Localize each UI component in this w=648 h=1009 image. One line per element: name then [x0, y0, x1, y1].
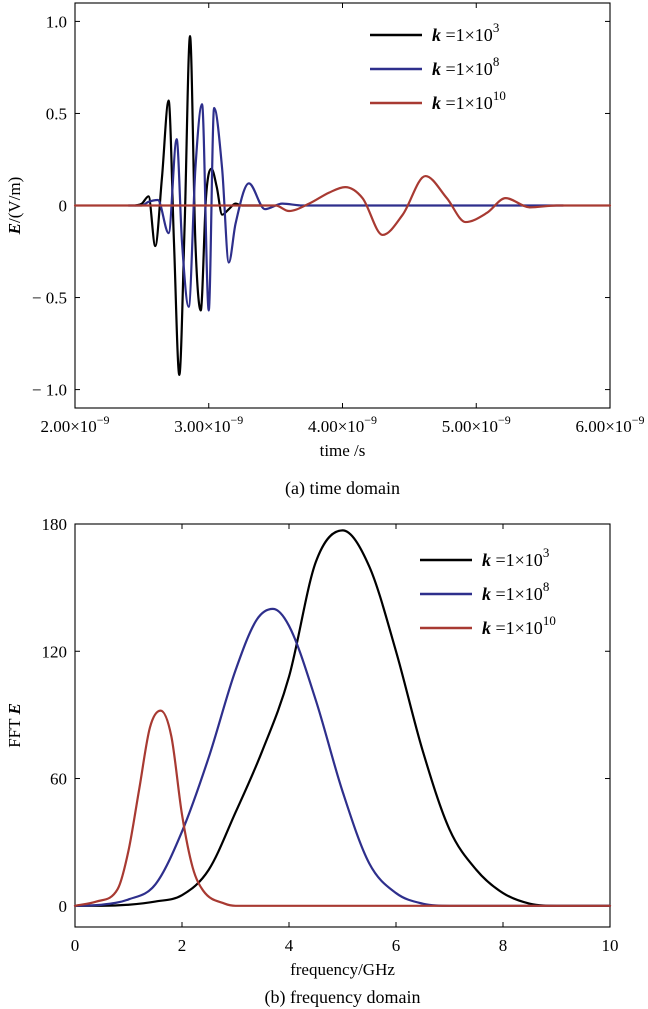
y-tick-label: − 0.5: [32, 289, 67, 308]
x-axis-label: frequency/GHz: [290, 960, 395, 979]
x-tick-label: 0: [71, 936, 80, 955]
legend-label-1: k =1×108: [482, 579, 549, 604]
y-tick-label: 180: [42, 515, 68, 534]
legend-label-0: k =1×103: [482, 545, 549, 570]
series-line-0: [134, 35, 264, 376]
x-tick-label: 2.00×10−9: [40, 413, 109, 436]
y-tick-label: 120: [42, 642, 68, 661]
time-domain-chart: 1.0 0.5 0 − 0.5 − 1.0 2.00×10−9 3.00×10−9 4.00×…: [5, 2, 645, 499]
legend-label-2: k =1×1010: [432, 88, 506, 113]
x-tick-label: 2: [178, 936, 187, 955]
x-tick-label: 4.00×10−9: [308, 413, 377, 436]
x-tick-label: 6.00×10−9: [575, 413, 644, 436]
x-tick-label: 10: [602, 936, 619, 955]
y-tick-label: 60: [50, 770, 67, 789]
y-tick-label: 0: [59, 897, 68, 916]
y-tick-label: 1.0: [46, 12, 67, 31]
series-line-0: [73, 529, 612, 907]
y-tick-label: 0: [59, 197, 68, 216]
x-tick-label: 8: [499, 936, 508, 955]
x-tick-label: 3.00×10−9: [174, 413, 243, 436]
series-line-2: [73, 174, 612, 237]
y-axis-label: FFT E: [5, 703, 24, 748]
x-tick-label: 6: [392, 936, 401, 955]
y-tick-label: − 1.0: [32, 381, 67, 400]
y-tick-label: 0.5: [46, 104, 67, 123]
series-line-1: [73, 607, 612, 907]
chart-caption: (b) frequency domain: [265, 987, 421, 1008]
x-tick-label: 4: [285, 936, 294, 955]
frequency-domain-chart: 0 60 120 180 0 2 4 6 8 10 k =1×103 k =1×108 k =1×101…: [5, 515, 619, 1008]
plot-frame: [74, 523, 611, 928]
y-axis-label: E/(V/m): [5, 177, 24, 236]
series-line-2: [73, 709, 612, 907]
x-tick-label: 5.00×10−9: [442, 413, 511, 436]
legend-label-0: k =1×103: [432, 20, 499, 45]
legend-label-2: k =1×1010: [482, 613, 556, 638]
series-line-1: [127, 103, 565, 312]
legend-label-1: k =1×108: [432, 54, 499, 79]
x-axis-label: time /s: [320, 441, 366, 460]
chart-caption: (a) time domain: [285, 478, 400, 499]
